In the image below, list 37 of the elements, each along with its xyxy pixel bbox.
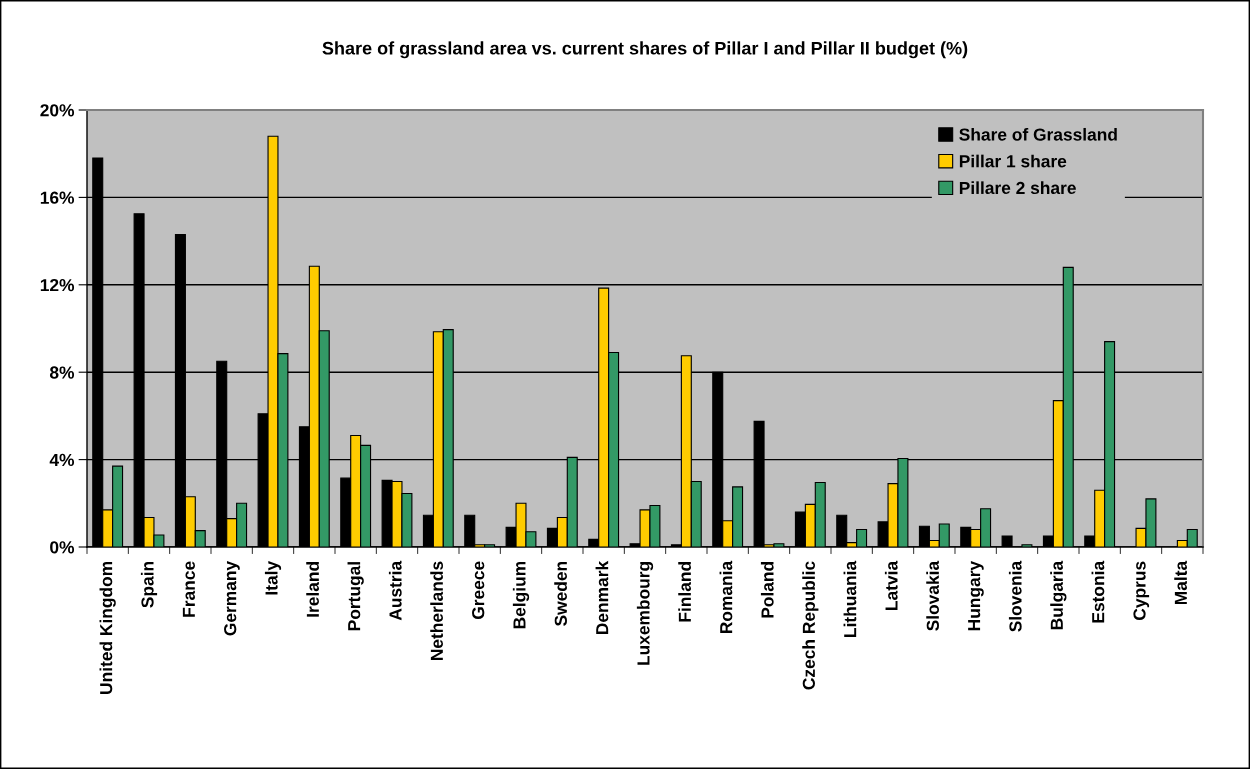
x-tick-label: Netherlands [430,561,443,661]
x-tick-label: Germany [224,560,240,636]
x-tick-label: Austria [388,560,402,621]
x-tick-label: Cyprus [1133,561,1150,620]
x-tick-label: Portugal [347,562,364,631]
chart-title: Share of grassland area vs. current shares of Pillar I and Pillar II budget (%) [322,41,968,59]
x-tick-label: Sweden [554,561,567,626]
x-tick-label: Czech Republic [802,561,819,690]
y-tick-label: 12% [40,278,75,292]
y-tick-label: 0% [50,541,75,554]
x-tick-label: Romania [719,560,733,634]
x-tick-label: Greece [472,561,485,620]
x-tick-label: Ireland [306,562,319,617]
legend-label: Pillare 2 share [959,181,1076,195]
x-tick-label: United Kingdom [99,561,116,694]
y-tick-label: 4% [49,453,75,467]
legend-label: Pillar 1 share [959,154,1067,168]
x-tick-label: Malta [1174,560,1187,605]
x-tick-label: Poland [760,562,774,618]
y-tick-label: 16% [40,191,75,204]
x-tick-label: Luxembourg [636,562,654,665]
x-tick-label: Bulgaria [1050,560,1067,630]
x-tick-label: Slovakia [926,560,939,631]
x-tick-label: Latvia [884,560,898,610]
x-tick-label: France [182,561,195,617]
x-tick-label: Finland [678,562,691,622]
x-tick-label: Italy [264,560,282,595]
y-tick-label: 8% [49,366,75,379]
legend-label: Share of Grassland [959,127,1117,141]
x-tick-label: Estonia [1091,560,1105,623]
x-tick-label: Lithuania [843,560,857,637]
x-tick-label: Hungary [968,560,984,631]
x-tick-label: Slovenia [1008,560,1022,632]
x-tick-label: Belgium [512,561,530,629]
x-tick-label: Spain [140,561,158,608]
x-tick-label: Denmark [595,560,609,635]
y-tick-label: 20% [40,104,75,117]
